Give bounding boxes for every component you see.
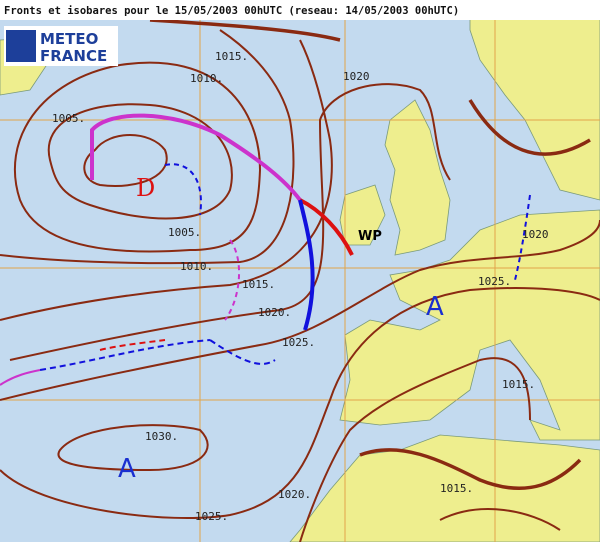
isobar xyxy=(149,18,341,42)
isobar-label: 1025. xyxy=(478,275,511,288)
isobar-label: 1025. xyxy=(282,336,315,349)
ireland xyxy=(339,184,386,246)
isobar-label: 1015. xyxy=(242,278,275,291)
isobar-label: 1015. xyxy=(215,50,248,63)
occluded-front xyxy=(90,113,302,202)
isobars xyxy=(0,18,600,542)
high-center: A xyxy=(118,454,136,484)
trough xyxy=(514,194,531,281)
isobar xyxy=(299,357,531,542)
warm-front xyxy=(299,198,354,256)
isobar-label: 1020. xyxy=(278,488,311,501)
isobar xyxy=(0,29,295,265)
isobar xyxy=(0,39,333,321)
isobar xyxy=(57,424,209,472)
grid xyxy=(0,20,600,542)
isobar xyxy=(359,448,582,490)
cold-front xyxy=(298,199,315,331)
isobar xyxy=(9,83,451,361)
cold-front-weak xyxy=(39,339,276,371)
logo: METEO FRANCE xyxy=(4,26,118,66)
high-center: A xyxy=(426,292,444,322)
cold-front-upper xyxy=(164,163,202,216)
isobar xyxy=(14,61,262,253)
title-bar xyxy=(0,0,600,20)
isobar xyxy=(47,103,233,220)
isobar-labels: 1010. 1015. 1005. 1020 1005. 1010. 1015.… xyxy=(52,50,549,523)
isobar xyxy=(83,134,168,187)
wp-label: WP xyxy=(358,229,382,244)
isobar xyxy=(439,508,561,531)
isobar xyxy=(0,287,600,519)
occluded-front-weak xyxy=(224,239,241,321)
isobar-label: 1020 xyxy=(522,228,549,241)
pressure-centers: D A A WP xyxy=(118,174,444,484)
isobar-label: 1010. xyxy=(180,260,213,273)
isobar-label: 1015. xyxy=(440,482,473,495)
warm-front-weak xyxy=(99,339,166,351)
logo-text: METEO xyxy=(40,30,98,48)
isobar xyxy=(468,99,591,156)
low-center: D xyxy=(136,174,155,202)
isobar xyxy=(0,219,600,401)
isobar-label: 1005. xyxy=(52,112,85,125)
logo-icon xyxy=(6,30,36,62)
title: Fronts et isobares pour le 15/05/2003 00… xyxy=(4,5,459,17)
isobar-label: 1010. xyxy=(190,72,223,85)
isobar-label: 1005. xyxy=(168,226,201,239)
isobar-label: 1015. xyxy=(502,378,535,391)
occluded-front-west xyxy=(0,369,41,386)
isobar-label: 1030. xyxy=(145,430,178,443)
isobar-label: 1020. xyxy=(258,306,291,319)
logo-text: FRANCE xyxy=(40,47,107,65)
great-britain xyxy=(384,99,451,256)
isobar-label: 1020 xyxy=(343,70,370,83)
isobar-label: 1025. xyxy=(195,510,228,523)
fronts xyxy=(0,113,531,386)
